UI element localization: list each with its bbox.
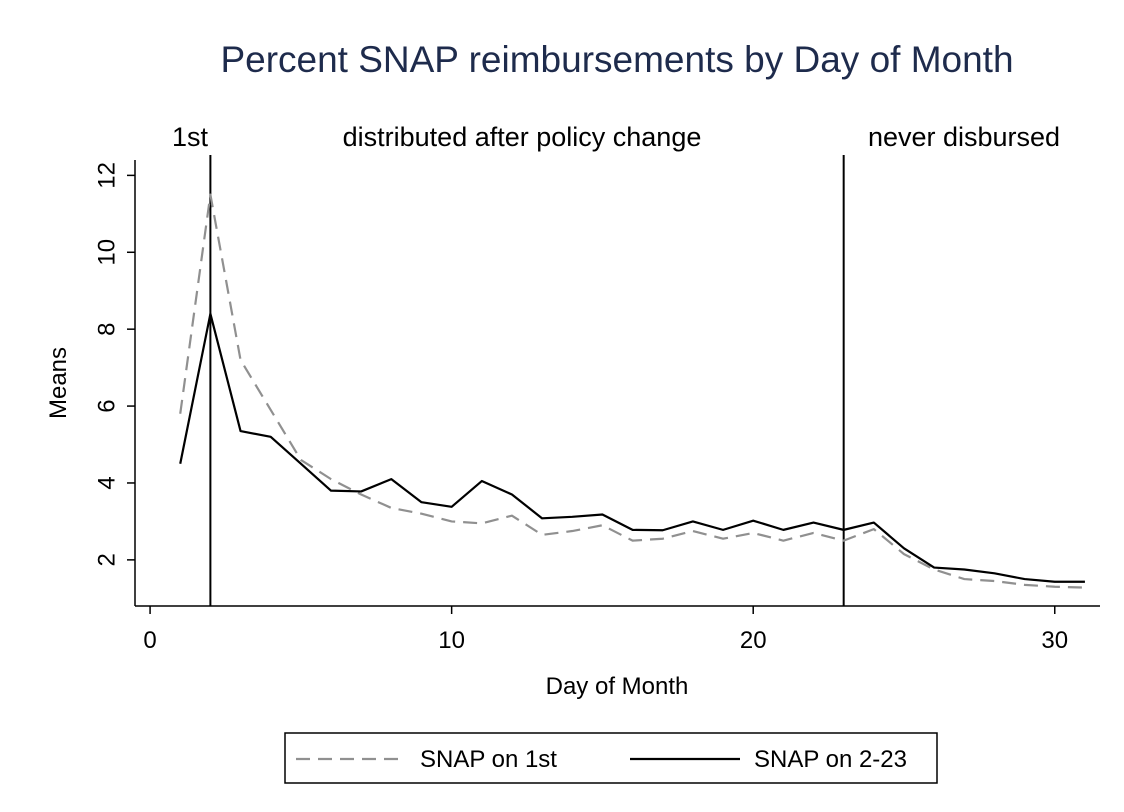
y-tick-label: 4 (93, 476, 120, 489)
legend-box (284, 732, 938, 784)
x-tick-label: 10 (438, 627, 465, 654)
annotation: distributed after policy change (343, 122, 702, 152)
chart-title: Percent SNAP reimbursements by Day of Mo… (220, 39, 1013, 80)
legend-label: SNAP on 1st (420, 746, 557, 773)
line-series (179, 312, 1085, 583)
y-axis-label: Means (45, 347, 72, 419)
legend-label: SNAP on 2-23 (754, 746, 907, 773)
y-tick-label: 10 (93, 239, 120, 266)
annotation: never disbursed (868, 122, 1060, 152)
y-tick-label: 2 (93, 553, 120, 566)
y-tick-label: 12 (93, 162, 120, 189)
line-series (179, 193, 1085, 589)
y-tick-label: 6 (93, 399, 120, 412)
y-tick-label: 8 (93, 322, 120, 335)
x-tick-label: 0 (143, 627, 156, 654)
x-axis-label: Day of Month (546, 673, 689, 700)
x-tick-label: 20 (740, 627, 767, 654)
x-tick-label: 30 (1041, 627, 1068, 654)
annotation: 1st (172, 122, 209, 152)
